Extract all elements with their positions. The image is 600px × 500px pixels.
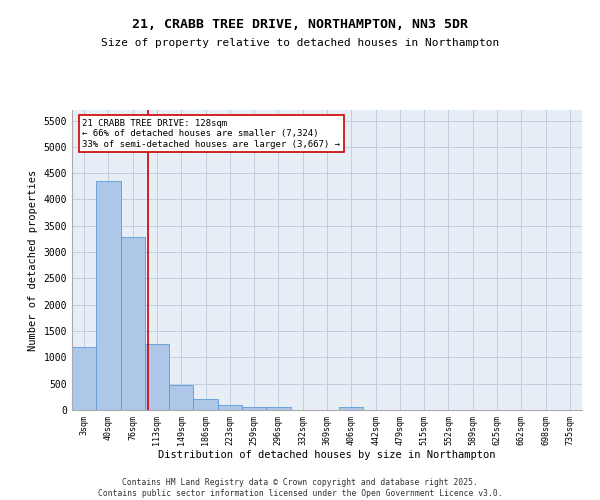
Bar xyxy=(169,384,193,410)
Bar xyxy=(266,407,290,410)
Bar xyxy=(96,181,121,410)
Bar xyxy=(339,407,364,410)
X-axis label: Distribution of detached houses by size in Northampton: Distribution of detached houses by size … xyxy=(158,450,496,460)
Bar xyxy=(218,404,242,410)
Text: 21, CRABB TREE DRIVE, NORTHAMPTON, NN3 5DR: 21, CRABB TREE DRIVE, NORTHAMPTON, NN3 5… xyxy=(132,18,468,30)
Bar xyxy=(72,347,96,410)
Bar xyxy=(121,238,145,410)
Bar xyxy=(145,344,169,410)
Text: Size of property relative to detached houses in Northampton: Size of property relative to detached ho… xyxy=(101,38,499,48)
Text: 21 CRABB TREE DRIVE: 128sqm
← 66% of detached houses are smaller (7,324)
33% of : 21 CRABB TREE DRIVE: 128sqm ← 66% of det… xyxy=(82,119,340,149)
Bar xyxy=(193,400,218,410)
Text: Contains HM Land Registry data © Crown copyright and database right 2025.
Contai: Contains HM Land Registry data © Crown c… xyxy=(98,478,502,498)
Bar xyxy=(242,407,266,410)
Y-axis label: Number of detached properties: Number of detached properties xyxy=(28,170,38,350)
